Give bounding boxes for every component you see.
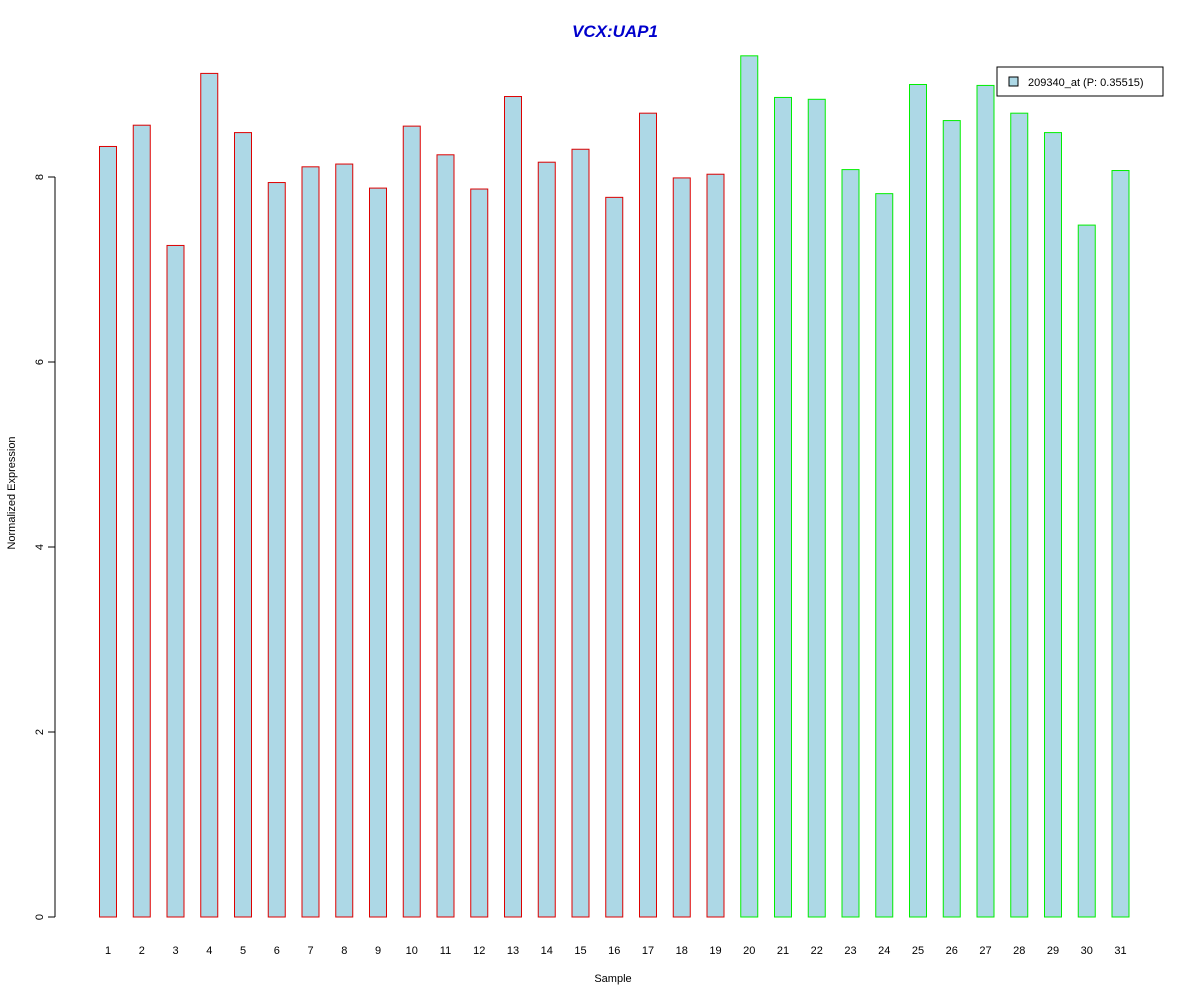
x-tick-label: 7 [307, 945, 313, 957]
bar-sample-30 [1077, 224, 1096, 918]
bar-sample-6 [267, 182, 286, 918]
legend-swatch [1008, 76, 1019, 87]
y-tick-label: 6 [34, 359, 46, 365]
x-tick-label: 19 [709, 945, 721, 957]
x-tick-label: 23 [844, 945, 856, 957]
y-axis: 0 2 4 6 8 [34, 174, 55, 920]
x-axis-tick-labels: 1 2 3 4 5 6 7 8 9 10 11 12 13 14 15 16 17 18 19 20 21 22 23 24 2… [105, 945, 1127, 957]
bar-sample-28 [1010, 112, 1029, 918]
x-tick-label: 20 [743, 945, 755, 957]
y-tick-label: 8 [34, 174, 46, 180]
bar-sample-20 [740, 55, 759, 918]
y-tick-label: 0 [34, 914, 46, 920]
x-tick-label: 16 [608, 945, 620, 957]
bar-sample-15 [571, 148, 590, 918]
bar-sample-23 [841, 169, 860, 918]
x-tick-label: 2 [139, 945, 145, 957]
bar-sample-13 [504, 96, 522, 918]
x-tick-label: 26 [946, 945, 958, 957]
bar-sample-16 [605, 196, 624, 918]
bar-sample-27 [976, 84, 995, 918]
x-tick-label: 25 [912, 945, 924, 957]
x-tick-label: 11 [440, 945, 451, 957]
bar-sample-29 [1044, 132, 1062, 918]
bar-sample-14 [537, 161, 556, 918]
bars-group [99, 55, 1130, 918]
x-tick-label: 22 [811, 945, 823, 957]
bar-sample-17 [639, 112, 657, 918]
x-tick-label: 24 [878, 945, 890, 957]
x-tick-label: 1 [105, 945, 111, 957]
bar-sample-18 [672, 177, 691, 918]
bar-sample-9 [369, 187, 387, 918]
bar-sample-25 [909, 84, 927, 918]
x-tick-label: 17 [642, 945, 654, 957]
x-tick-label: 21 [777, 945, 789, 957]
x-tick-label: 14 [541, 945, 553, 957]
x-tick-label: 29 [1047, 945, 1059, 957]
bar-sample-2 [132, 124, 151, 918]
bar-sample-3 [166, 244, 185, 918]
x-tick-label: 9 [375, 945, 381, 957]
x-tick-label: 5 [240, 945, 246, 957]
x-tick-label: 6 [274, 945, 280, 957]
bar-sample-1 [99, 145, 117, 918]
x-tick-label: 18 [676, 945, 688, 957]
chart-title: VCX:UAP1 [572, 22, 658, 41]
legend-label: 209340_at (P: 0.35515) [1028, 77, 1144, 89]
x-tick-label: 8 [341, 945, 347, 957]
y-axis-label: Normalized Expression [6, 436, 18, 549]
bar-sample-12 [470, 188, 489, 918]
x-axis-label: Sample [594, 973, 631, 985]
bar-sample-5 [234, 132, 252, 918]
x-tick-label: 28 [1013, 945, 1025, 957]
bar-sample-19 [706, 173, 725, 918]
bar-sample-24 [875, 193, 894, 918]
bar-sample-11 [436, 154, 455, 918]
x-tick-label: 15 [574, 945, 586, 957]
legend: 209340_at (P: 0.35515) [996, 66, 1164, 97]
x-tick-label: 30 [1081, 945, 1093, 957]
x-tick-label: 27 [979, 945, 991, 957]
x-tick-label: 4 [206, 945, 212, 957]
x-tick-label: 31 [1114, 945, 1126, 957]
x-tick-label: 3 [172, 945, 178, 957]
bar-sample-31 [1111, 170, 1130, 918]
bar-sample-7 [301, 166, 320, 918]
x-tick-label: 10 [406, 945, 418, 957]
x-tick-label: 12 [473, 945, 485, 957]
bar-sample-10 [402, 125, 421, 918]
y-tick-label: 4 [34, 544, 46, 550]
y-tick-label: 2 [34, 729, 46, 735]
bar-sample-8 [335, 163, 354, 918]
bar-sample-4 [200, 72, 219, 918]
x-tick-label: 13 [507, 945, 519, 957]
bar-sample-26 [942, 120, 961, 918]
bar-sample-21 [774, 96, 792, 918]
bar-sample-22 [807, 98, 826, 918]
legend-box [996, 66, 1164, 97]
